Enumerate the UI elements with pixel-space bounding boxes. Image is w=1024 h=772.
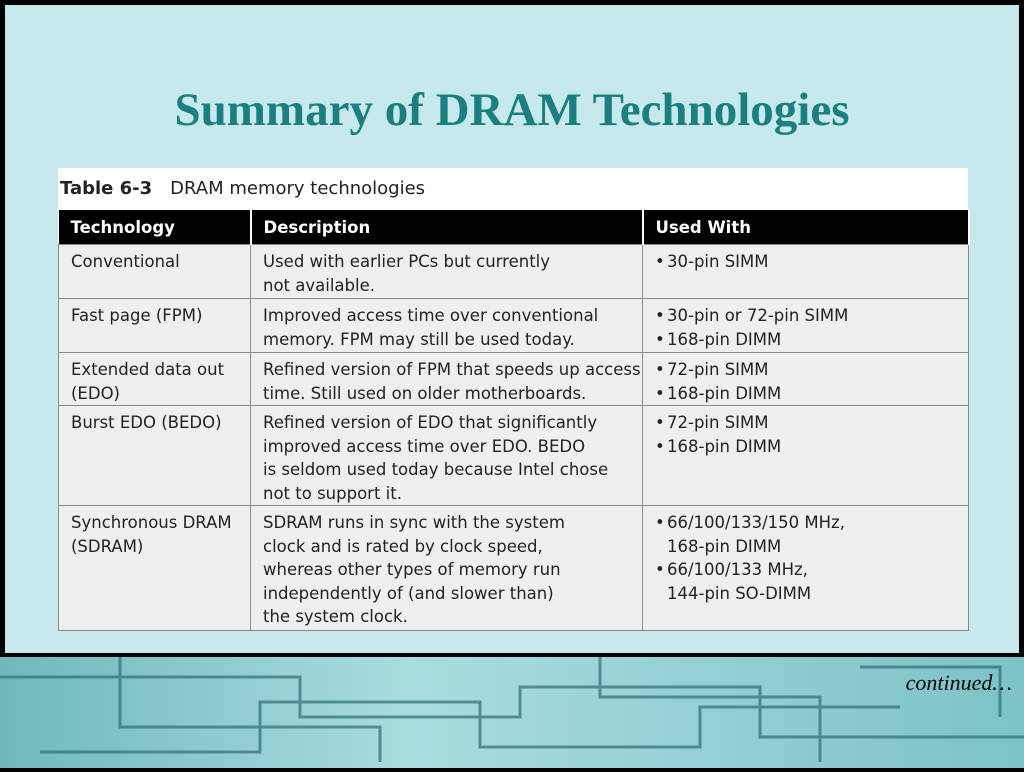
line: 144-pin SO-DIMM: [667, 583, 812, 603]
cell-technology: Fast page (FPM): [58, 298, 251, 353]
cell-description: Improved access time over conventional me…: [250, 298, 643, 353]
line: Extended data out: [71, 360, 225, 379]
line: 168-pin DIMM: [667, 329, 782, 349]
table: Technology Description Used With Conventio…: [58, 210, 970, 631]
line: 168-pin DIMM: [667, 436, 782, 456]
table-row: Synchronous DRAM (SDRAM) SDRAM runs in syn…: [58, 505, 969, 631]
header-row: Technology Description Used With: [58, 210, 970, 245]
line: Burst EDO (BEDO): [71, 413, 222, 432]
list-item: 168-pin DIMM: [655, 382, 956, 406]
line: 72-pin SIMM: [667, 413, 769, 432]
list-item: 72-pin SIMM: [655, 411, 956, 435]
line: Improved access time over conventional: [263, 306, 599, 325]
table-row: Extended data out (EDO) Refined version of…: [58, 352, 969, 406]
cell-used-with: 30-pin SIMM: [642, 244, 969, 299]
cell-technology: Synchronous DRAM (SDRAM): [58, 505, 251, 631]
table-caption: Table 6-3 DRAM memory technologies: [58, 168, 968, 210]
cell-technology: Burst EDO (BEDO): [58, 405, 251, 506]
line: independently of (and slower than): [263, 583, 554, 603]
cell-description: Used with earlier PCs but currently not a…: [250, 244, 643, 299]
circuit-art: [0, 657, 1024, 762]
line: improved access time over EDO. BEDO: [263, 436, 586, 456]
table-row: Fast page (FPM) Improved access time over…: [58, 298, 969, 353]
line: 168-pin DIMM: [667, 536, 782, 556]
table-figure: Table 6-3 DRAM memory technologies Techno…: [58, 168, 970, 631]
cell-used-with: 72-pin SIMM 168-pin DIMM: [642, 352, 969, 406]
list-item: 30-pin or 72-pin SIMM: [655, 304, 956, 328]
line: 168-pin DIMM: [667, 383, 782, 403]
cell-description: Refined version of FPM that speeds up ac…: [250, 352, 643, 406]
line: (EDO): [71, 383, 120, 403]
list-item: 30-pin SIMM: [655, 250, 956, 274]
cell-used-with: 72-pin SIMM 168-pin DIMM: [642, 405, 969, 506]
line: Fast page (FPM): [71, 306, 203, 325]
slide: Summary of DRAM Technologies Table 6-3 DR…: [5, 5, 1019, 653]
table-row: Burst EDO (BEDO) Refined version of EDO t…: [58, 405, 969, 506]
cell-description: SDRAM runs in sync with the system clock …: [250, 505, 643, 631]
line: 30-pin or 72-pin SIMM: [667, 306, 849, 325]
line: not to support it.: [263, 483, 402, 503]
line: 72-pin SIMM: [667, 360, 769, 379]
cell-description: Refined version of EDO that significantl…: [250, 405, 643, 506]
cell-used-with: 66/100/133/150 MHz,168-pin DIMM66/100/13…: [642, 505, 969, 631]
title: Summary of DRAM Technologies: [174, 84, 850, 136]
line: SDRAM runs in sync with the system: [263, 513, 565, 532]
line: whereas other types of memory run: [263, 560, 561, 579]
caption-text: DRAM memory technologies: [170, 178, 426, 199]
line: Conventional: [71, 252, 180, 271]
line: 30-pin SIMM: [667, 252, 769, 271]
table-body: Conventional Used with earlier PCs but cu…: [58, 244, 969, 631]
line: time. Still used on older motherboards.: [263, 383, 587, 403]
table-label: Table 6-3: [60, 178, 153, 199]
list-item: 168-pin DIMM: [655, 328, 956, 352]
line: Refined version of EDO that significantl…: [263, 413, 598, 432]
line: Synchronous DRAM: [71, 513, 232, 532]
cell-technology: Extended data out (EDO): [58, 352, 251, 406]
header-cell: Technology: [58, 210, 252, 245]
table-row: Conventional Used with earlier PCs but cu…: [58, 244, 969, 299]
cell-used-with: 30-pin or 72-pin SIMM 168-pin DIMM: [642, 298, 969, 353]
line: not available.: [263, 275, 375, 295]
line: 66/100/133/150 MHz,: [667, 513, 845, 532]
header-cell: Description: [250, 210, 644, 245]
header-cell: Used With: [642, 210, 970, 245]
line: clock and is rated by clock speed,: [263, 536, 543, 556]
footer-note: continued…: [905, 670, 1012, 695]
list-item: 66/100/133 MHz, 144-pin SO-DIMM: [655, 558, 956, 605]
list-item: 72-pin SIMM: [655, 358, 956, 382]
line: 66/100/133 MHz,: [667, 560, 808, 579]
line: is seldom used today because Intel chose: [263, 460, 609, 479]
line: (SDRAM): [71, 536, 144, 556]
line: memory. FPM may still be used today.: [263, 329, 575, 349]
list-item: 168-pin DIMM: [655, 435, 956, 459]
circuit-banner: [0, 657, 1024, 768]
list-item: 66/100/133/150 MHz, 168-pin DIMM: [655, 511, 956, 558]
line: Used with earlier PCs but currently: [263, 252, 551, 271]
cell-technology: Conventional: [58, 244, 251, 299]
line: Refined version of FPM that speeds up ac…: [263, 360, 641, 379]
line: the system clock.: [263, 607, 408, 626]
